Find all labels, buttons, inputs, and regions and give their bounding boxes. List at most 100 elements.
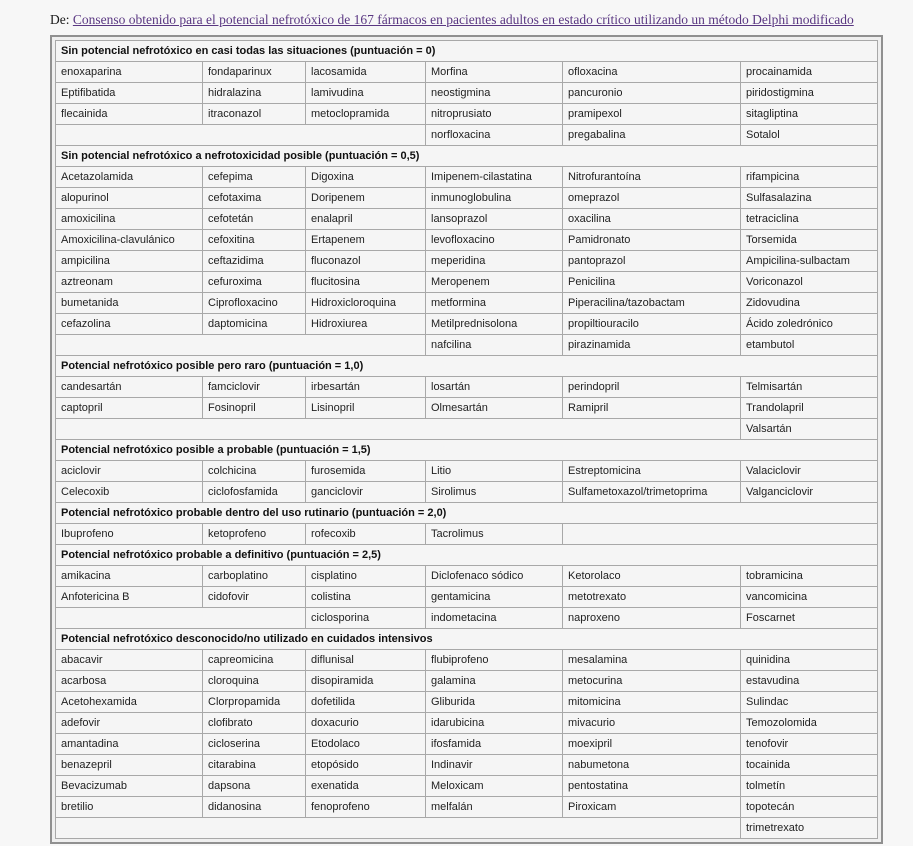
section-header-row: Potencial nefrotóxico desconocido/no uti… xyxy=(55,628,878,650)
drug-cell: pancuronio xyxy=(562,82,741,104)
drug-cell: ciclosporina xyxy=(305,607,426,629)
drug-cell: pregabalina xyxy=(562,124,741,146)
drug-cell: pentostatina xyxy=(562,775,741,797)
drug-cell: Hidroxiurea xyxy=(305,313,426,335)
drug-cell: amoxicilina xyxy=(55,208,203,230)
drug-cell: indometacina xyxy=(425,607,563,629)
drug-cell: Ramipril xyxy=(562,397,741,419)
drug-cell: Tacrolimus xyxy=(425,523,563,545)
source-prefix: De: xyxy=(50,12,70,27)
drug-cell: topotecán xyxy=(740,796,878,818)
drug-cell: dofetilida xyxy=(305,691,426,713)
drug-cell: Ertapenem xyxy=(305,229,426,251)
table-row: Acetazolamida cefepima Digoxina Imipenem-ci… xyxy=(55,166,878,188)
drug-cell: Sotalol xyxy=(740,124,878,146)
drug-cell: Meloxicam xyxy=(425,775,563,797)
drug-cell: Lisinopril xyxy=(305,397,426,419)
drug-cell: Amoxicilina-clavulánico xyxy=(55,229,203,251)
drug-cell: Sulfasalazina xyxy=(740,187,878,209)
drug-cell: ampicilina xyxy=(55,250,203,272)
drug-cell: fenoprofeno xyxy=(305,796,426,818)
drug-cell: estavudina xyxy=(740,670,878,692)
table-row: acarbosa cloroquina disopiramida galamina me… xyxy=(55,670,878,692)
section-header-row: Sin potencial nefrotóxico en casi todas … xyxy=(55,40,878,62)
drug-table-body: Sin potencial nefrotóxico en casi todas … xyxy=(55,40,878,839)
table-row: captopril Fosinopril Lisinopril Olmesartán R… xyxy=(55,397,878,419)
drug-cell: fondaparinux xyxy=(202,61,306,83)
drug-cell: candesartán xyxy=(55,376,203,398)
drug-cell: Ibuprofeno xyxy=(55,523,203,545)
drug-cell: Diclofenaco sódico xyxy=(425,565,563,587)
table-row: adefovir clofibrato doxacurio idarubicina mi… xyxy=(55,712,878,734)
table-row: alopurinol cefotaxima Doripenem inmunoglobu… xyxy=(55,187,878,209)
drug-cell: disopiramida xyxy=(305,670,426,692)
drug-cell: ketoprofeno xyxy=(202,523,306,545)
drug-cell: Ciprofloxacino xyxy=(202,292,306,314)
drug-cell: lansoprazol xyxy=(425,208,563,230)
section-header-row: Potencial nefrotóxico probable dentro de… xyxy=(55,502,878,524)
section-header-row: Potencial nefrotóxico probable a definit… xyxy=(55,544,878,566)
drug-cell: citarabina xyxy=(202,754,306,776)
table-row: amikacina carboplatino cisplatino Diclofena… xyxy=(55,565,878,587)
drug-cell: diflunisal xyxy=(305,649,426,671)
drug-cell: lacosamida xyxy=(305,61,426,83)
table-row: amantadina cicloserina Etodolaco ifosfamida… xyxy=(55,733,878,755)
drug-cell: Valsartán xyxy=(740,418,878,440)
drug-cell: nafcilina xyxy=(425,334,563,356)
drug-cell: Telmisartán xyxy=(740,376,878,398)
drug-cell: cicloserina xyxy=(202,733,306,755)
drug-cell: Litio xyxy=(425,460,563,482)
drug-cell: tocainida xyxy=(740,754,878,776)
drug-cell: Temozolomida xyxy=(740,712,878,734)
section-header: Potencial nefrotóxico posible pero raro … xyxy=(55,355,878,377)
table-row: aciclovir colchicina furosemida Litio Estrep… xyxy=(55,460,878,482)
drug-cell: lamivudina xyxy=(305,82,426,104)
drug-cell: alopurinol xyxy=(55,187,203,209)
drug-cell: cisplatino xyxy=(305,565,426,587)
drug-cell: Doripenem xyxy=(305,187,426,209)
table-row: Amoxicilina-clavulánico cefoxitina Ertapen… xyxy=(55,229,878,251)
table-row: benazepril citarabina etopósido Indinavir na… xyxy=(55,754,878,776)
drug-cell: aztreonam xyxy=(55,271,203,293)
drug-cell: capreomicina xyxy=(202,649,306,671)
drug-cell: Indinavir xyxy=(425,754,563,776)
drug-cell: Metilprednisolona xyxy=(425,313,563,335)
drug-cell: ganciclovir xyxy=(305,481,426,503)
drug-cell: naproxeno xyxy=(562,607,741,629)
drug-cell: Foscarnet xyxy=(740,607,878,629)
topic-link[interactable]: Consenso obtenido para el potencial nefr… xyxy=(72,12,854,27)
drug-cell: Penicilina xyxy=(562,271,741,293)
drug-cell: dapsona xyxy=(202,775,306,797)
drug-cell: idarubicina xyxy=(425,712,563,734)
drug-table: Sin potencial nefrotóxico en casi todas … xyxy=(55,40,878,839)
drug-cell: enoxaparina xyxy=(55,61,203,83)
drug-cell: clofibrato xyxy=(202,712,306,734)
drug-cell: itraconazol xyxy=(202,103,306,125)
drug-cell: cefuroxima xyxy=(202,271,306,293)
drug-cell: benazepril xyxy=(55,754,203,776)
drug-cell: Meropenem xyxy=(425,271,563,293)
drug-cell: meperidina xyxy=(425,250,563,272)
drug-cell: mitomicina xyxy=(562,691,741,713)
drug-cell: inmunoglobulina xyxy=(425,187,563,209)
drug-cell: cidofovir xyxy=(202,586,306,608)
drug-cell: tetraciclina xyxy=(740,208,878,230)
table-row: norfloxacina pregabalina Sotalol xyxy=(55,124,878,146)
table-row: nafcilina pirazinamida etambutol xyxy=(55,334,878,356)
drug-cell: cefoxitina xyxy=(202,229,306,251)
drug-cell: gentamicina xyxy=(425,586,563,608)
drug-cell: carboplatino xyxy=(202,565,306,587)
drug-cell: cefotaxima xyxy=(202,187,306,209)
table-row: ampicilina ceftazidima fluconazol meperidin… xyxy=(55,250,878,272)
drug-cell: pantoprazol xyxy=(562,250,741,272)
drug-cell: exenatida xyxy=(305,775,426,797)
section-header: Potencial nefrotóxico probable dentro de… xyxy=(55,502,878,524)
drug-cell: Gliburida xyxy=(425,691,563,713)
drug-cell: metoclopramida xyxy=(305,103,426,125)
empty-cell xyxy=(55,607,306,629)
drug-cell: propiltiouracilo xyxy=(562,313,741,335)
drug-cell: flucitosina xyxy=(305,271,426,293)
table-row: flecainida itraconazol metoclopramida nitro… xyxy=(55,103,878,125)
drug-cell: trimetrexato xyxy=(740,817,878,839)
